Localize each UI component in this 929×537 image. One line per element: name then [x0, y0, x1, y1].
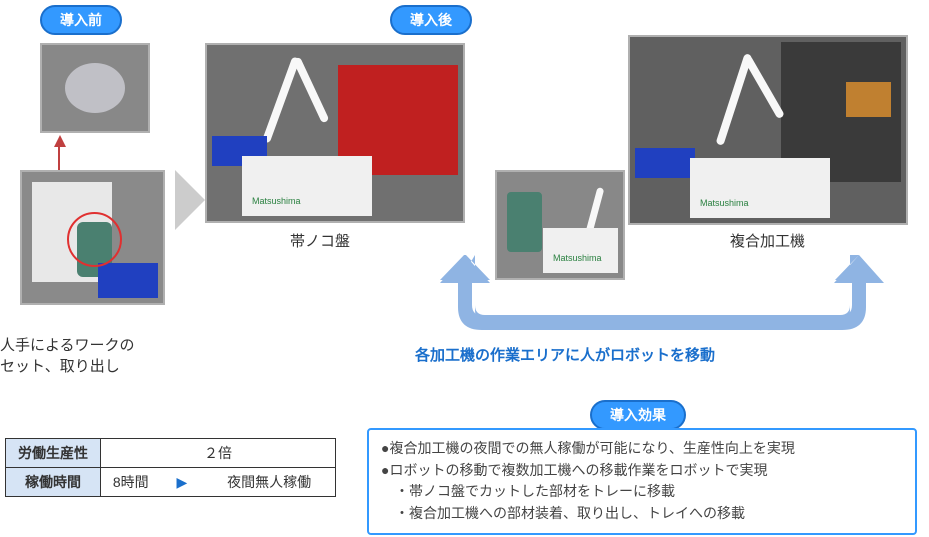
robot-arm-icon [262, 56, 300, 143]
robot-brand-label: Matsushima [252, 196, 301, 206]
before-caption: 人手によるワークの セット、取り出し [0, 335, 185, 377]
before-image-worker [20, 170, 165, 305]
highlight-circle-icon [67, 212, 122, 267]
effect-badge: 導入効果 [590, 400, 686, 430]
robot-arm-icon [293, 57, 330, 124]
metric-hours-before: 8時間 [101, 468, 161, 497]
robot-base-icon: Matsushima [690, 158, 830, 218]
table-row: 稼働時間 8時間 ▶ 夜間無人稼働 [6, 468, 336, 497]
metrics-table: 労働生産性 ２倍 稼働時間 8時間 ▶ 夜間無人稼働 [5, 438, 336, 497]
tray-icon [98, 263, 158, 298]
metric-header-hours: 稼働時間 [6, 468, 101, 497]
arrow-up-icon [54, 135, 66, 147]
table-row: 労働生産性 ２倍 [6, 439, 336, 468]
worker-icon [507, 192, 542, 252]
after-image-bandsaw: Matsushima [205, 43, 465, 223]
arrow-up-line [58, 145, 60, 172]
before-caption-line1: 人手によるワークの [0, 337, 135, 354]
robot-brand-label: Matsushima [700, 198, 749, 208]
tray-icon [635, 148, 695, 178]
bandsaw-caption: 帯ノコ盤 [290, 230, 350, 251]
metric-header-productivity: 労働生産性 [6, 439, 101, 468]
machining-caption: 複合加工機 [730, 230, 805, 251]
move-arrow-icon [410, 255, 920, 355]
move-caption: 各加工機の作業エリアに人がロボットを移動 [415, 344, 715, 365]
control-screen-icon [846, 82, 891, 117]
effect-line1: ●複合加工機の夜間での無人稼働が可能になり、生産性向上を実現 [381, 438, 903, 460]
before-badge: 導入前 [40, 5, 122, 35]
effect-line4: ・複合加工機への部材装着、取り出し、トレイへの移載 [381, 503, 903, 525]
after-image-machining: Matsushima [628, 35, 908, 225]
effect-box: ●複合加工機の夜間での無人稼働が可能になり、生産性向上を実現 ●ロボットの移動で… [367, 428, 917, 535]
after-badge: 導入後 [390, 5, 472, 35]
robot-base-icon: Matsushima [242, 156, 372, 216]
effect-line3: ・帯ノコ盤でカットした部材をトレーに移載 [381, 481, 903, 503]
workpiece-icon [65, 63, 125, 113]
metric-hours-after: 夜間無人稼働 [203, 468, 335, 497]
robot-arm-icon [743, 55, 785, 120]
effect-line2: ●ロボットの移動で複数加工機への移載作業をロボットで実現 [381, 460, 903, 482]
metric-productivity-value: ２倍 [101, 439, 336, 468]
before-caption-line2: セット、取り出し [0, 358, 120, 375]
transition-arrow-icon [175, 170, 205, 230]
before-image-detail [40, 43, 150, 133]
triangle-arrow-icon: ▶ [161, 468, 204, 497]
